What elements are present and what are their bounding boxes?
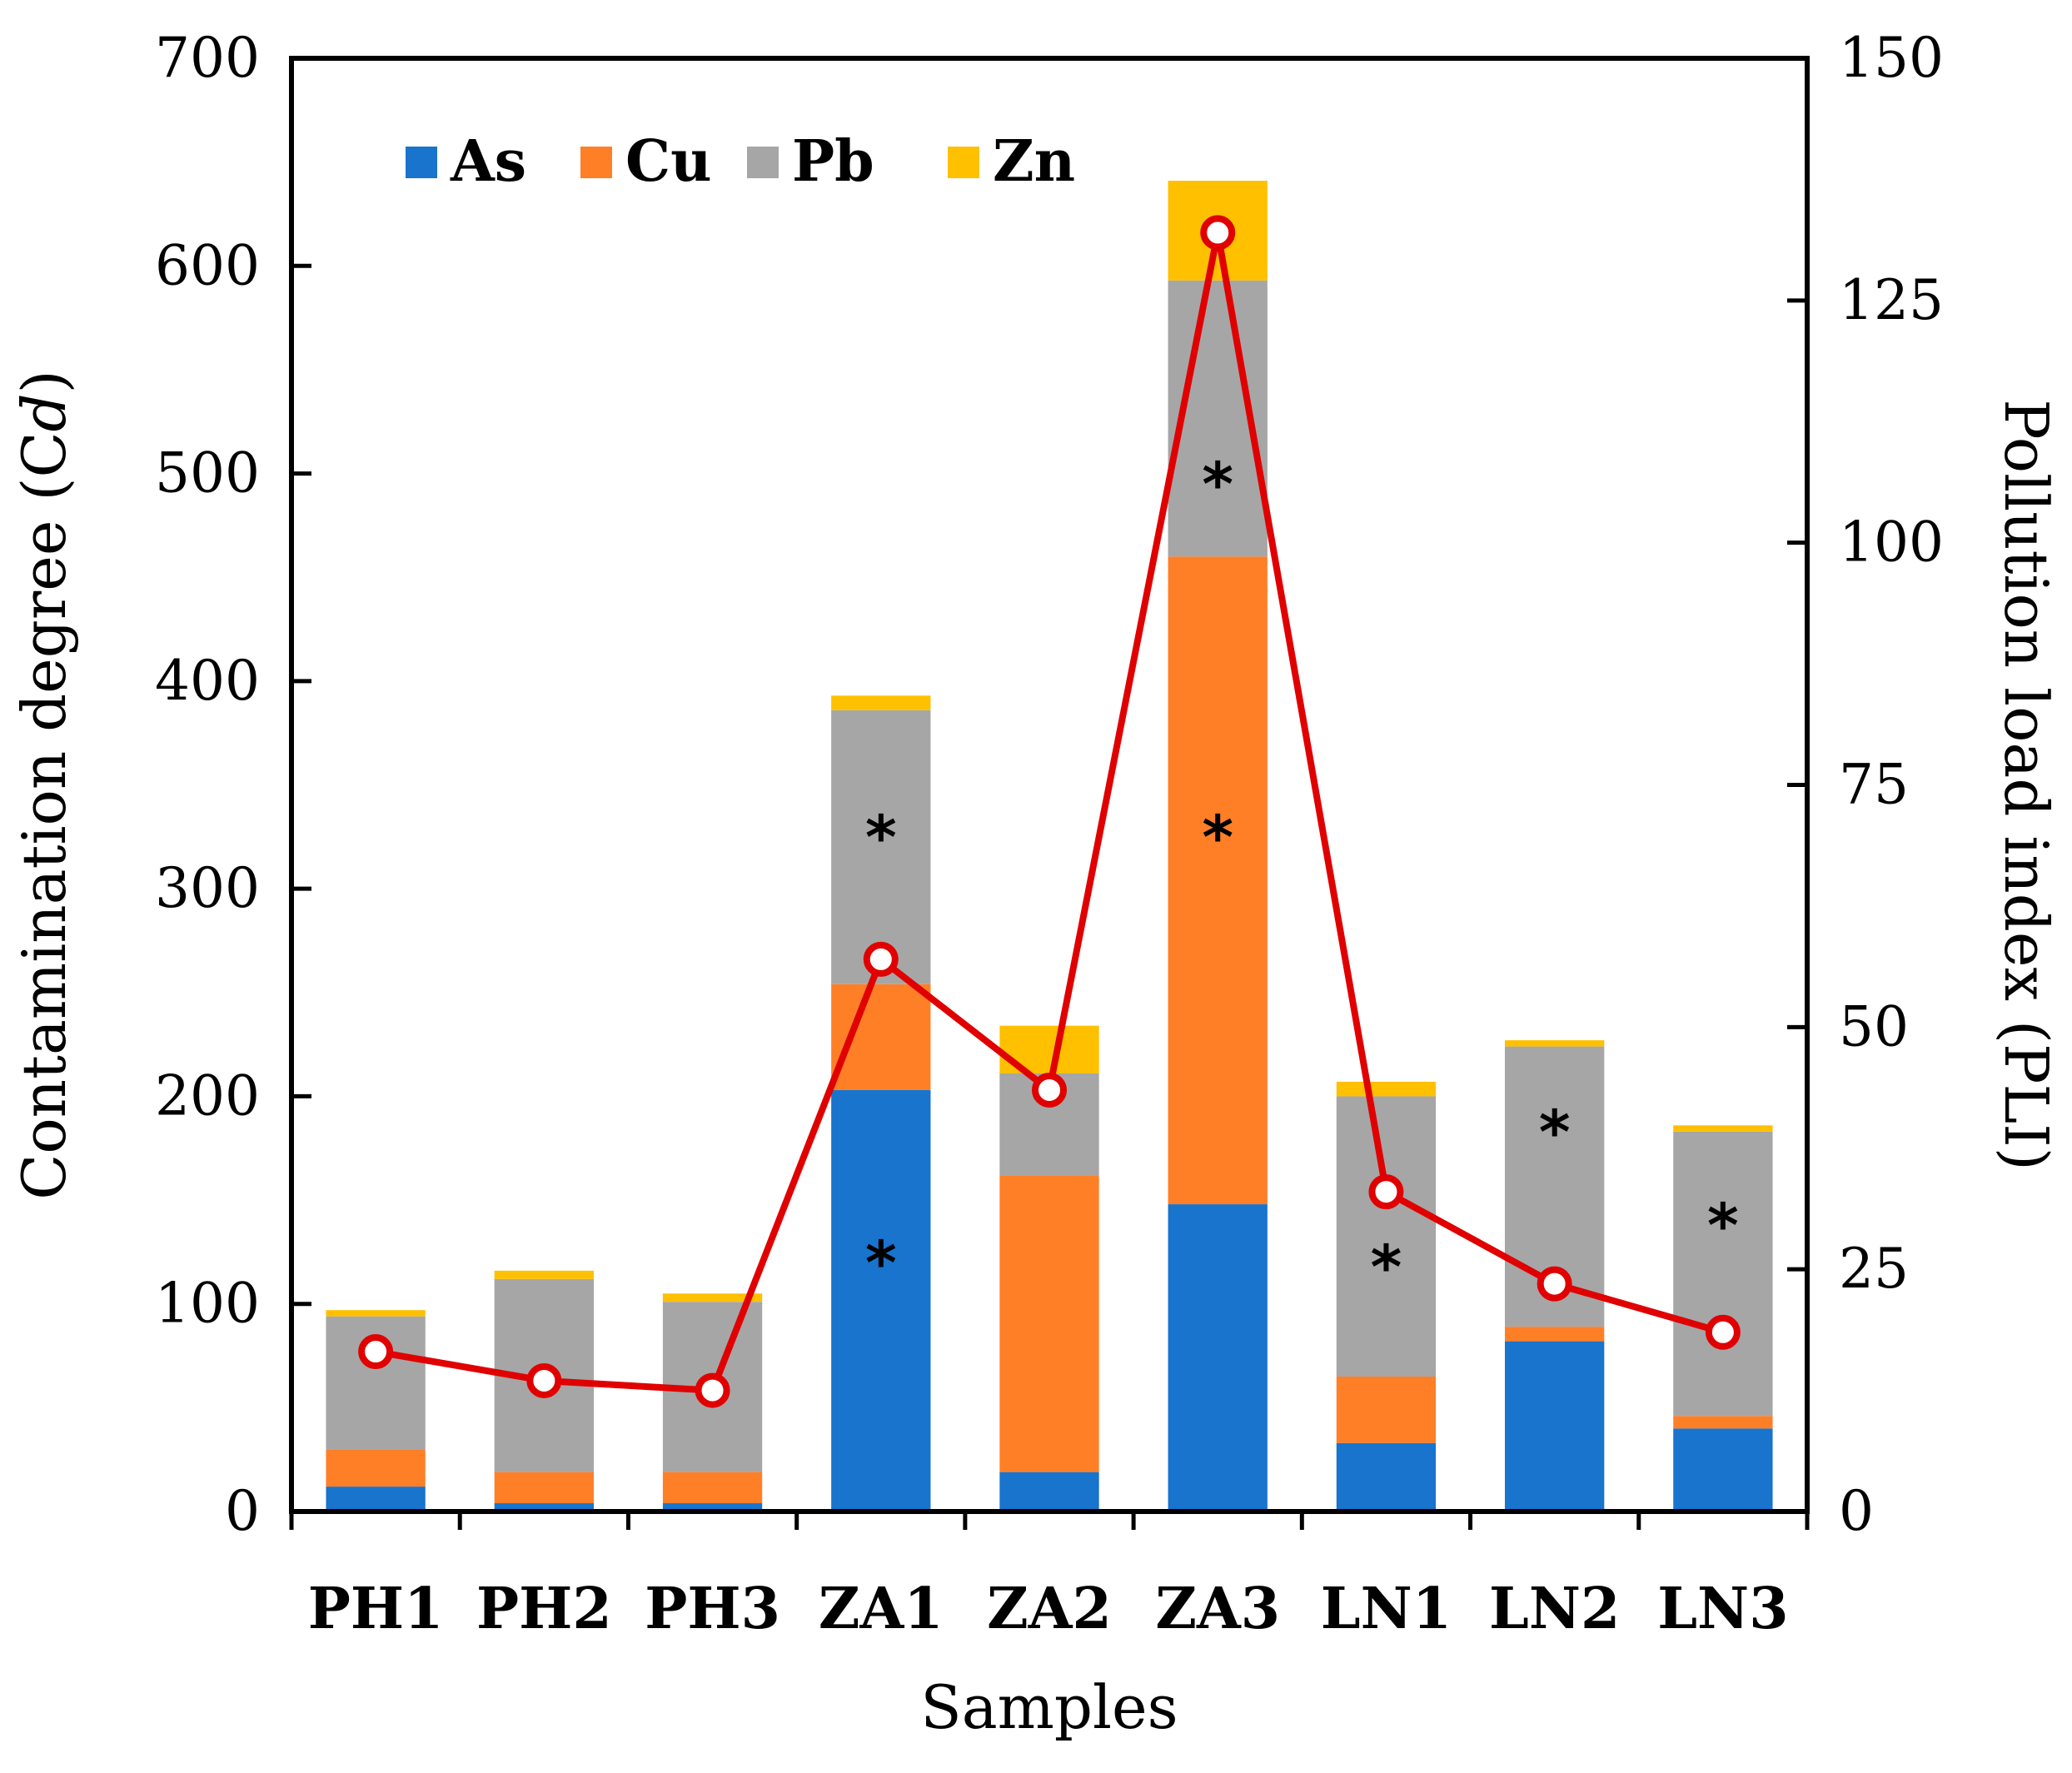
y-axis-title-suffix: ) [9,370,79,393]
y2-tick-label-125: 125 [1839,268,1944,332]
annotation-za1-0: * [865,802,897,872]
x-tick-label-ph3: PH3 [645,1576,780,1642]
x-axis-ticks: PH1 PH2 PH3 ZA1 ZA2 ZA3 LN1 LN2 LN3 [289,1512,1810,1642]
bar-ln3-cu [1673,1416,1773,1429]
pli-point-ln1 [1368,1174,1404,1210]
bars-layer [326,181,1773,1512]
y-tick-label-400: 400 [155,649,260,713]
bar-ph3-as [662,1503,763,1512]
y2-tick-label-0: 0 [1839,1479,1874,1543]
pli-point-za3 [1200,215,1236,251]
bar-ph2-as [494,1503,594,1512]
bar-ph3-zn [662,1293,763,1302]
y-axis-title-prefix: Contamination degree (C [9,431,79,1199]
x-tick-label-ph2: PH2 [476,1576,612,1642]
pli-point-ph3 [695,1372,730,1408]
bar-ph1-as [326,1487,426,1512]
y-tick-label-700: 700 [155,26,260,90]
x-axis-title: Samples [920,1672,1178,1742]
bar-ph1-cu [326,1449,426,1487]
bar-ln1-zn [1336,1081,1437,1097]
pli-point-za2 [1032,1072,1067,1108]
pli-point-za1 [863,941,899,977]
x-tick-label-ln1: LN1 [1321,1576,1452,1642]
pli-point-ln3 [1705,1314,1741,1350]
pli-point-ph2 [526,1362,562,1398]
x-tick-label-ln3: LN3 [1657,1576,1788,1642]
legend-swatch-pb [747,147,779,178]
bar-ln2-as [1505,1341,1605,1512]
legend-swatch-cu [580,147,612,178]
legend-swatch-as [406,147,437,178]
bar-ln1-as [1336,1442,1437,1512]
y-axis-title: Contamination degree (Cd) [9,370,79,1200]
bar-ph3-cu [662,1472,763,1504]
annotation-ln2-5: * [1539,1097,1571,1167]
annotation-za3-3: * [1202,802,1233,872]
annotation-ln1-4: * [1371,1232,1402,1302]
y2-axis-title: Pollution load index (PLI) [1991,399,2061,1171]
bar-ph1-zn [326,1310,426,1317]
bar-ln3-zn [1673,1125,1773,1132]
annotation-za3-2: * [1202,450,1233,520]
y-tick-label-600: 600 [155,233,260,297]
y-tick-label-500: 500 [155,441,260,506]
bar-za3-cu [1168,556,1268,1205]
legend-label-zn: Zn [993,128,1075,195]
x-tick-label-za1: ZA1 [819,1576,944,1642]
pli-line-layer [358,215,1741,1408]
bar-za1-cu [831,984,931,1090]
pli-point-ph1 [358,1334,394,1370]
y2-tick-label-100: 100 [1839,510,1944,575]
bar-za1-as [831,1089,931,1512]
bar-ln3-pb [1673,1131,1773,1417]
bar-ph2-cu [494,1472,594,1504]
bar-za3-as [1168,1204,1268,1512]
y-tick-label-300: 300 [155,856,260,920]
bar-ln1-cu [1336,1376,1437,1443]
y2-tick-label-150: 150 [1839,26,1944,90]
y2-tick-label-25: 25 [1839,1237,1909,1301]
bar-za1-zn [831,695,931,710]
x-tick-label-ln2: LN2 [1489,1576,1620,1642]
right-axis-ticks: 0 25 50 75 100 125 150 [1787,26,1944,1543]
legend-swatch-zn [948,147,979,178]
bar-ln1-pb [1336,1096,1437,1377]
bar-za1-pb [831,710,931,984]
y-tick-label-100: 100 [155,1272,260,1336]
legend-label-cu: Cu [625,128,712,195]
x-tick-label-ph1: PH1 [308,1576,444,1642]
bar-ph2-zn [494,1270,594,1279]
pli-point-ln2 [1537,1266,1572,1302]
bar-za2-as [999,1472,1099,1512]
bar-ln3-as [1673,1428,1773,1512]
bar-ln2-zn [1505,1040,1605,1047]
legend: As Cu Pb Zn [406,128,1075,195]
left-axis-ticks: 0 100 200 300 400 500 600 700 [155,26,311,1543]
x-tick-label-za2: ZA2 [987,1576,1112,1642]
legend-label-pb: Pb [792,128,874,195]
legend-label-as: As [450,128,526,195]
y2-tick-label-50: 50 [1839,994,1909,1058]
annotation-za1-1: * [865,1228,897,1297]
y-axis-title-italic: d [9,393,79,431]
x-tick-label-za3: ZA3 [1155,1576,1280,1642]
bar-za2-cu [999,1175,1099,1472]
annotation-ln3-6: * [1707,1191,1739,1261]
y-tick-label-200: 200 [155,1063,260,1128]
y2-tick-label-75: 75 [1839,753,1909,817]
y-tick-label-0: 0 [225,1479,260,1543]
annotations-layer: * * * * * * * [865,450,1739,1302]
bar-ln2-cu [1505,1327,1605,1342]
